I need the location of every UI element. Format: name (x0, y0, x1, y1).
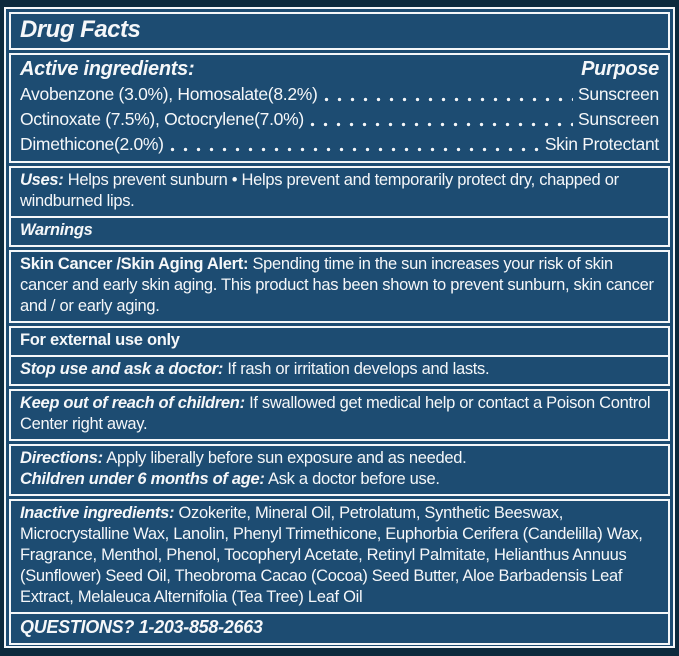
questions-section: QUESTIONS? 1-203-858-2663 (9, 612, 670, 645)
directions-section: Directions: Apply liberally before sun e… (9, 444, 670, 496)
children-paragraph: Children under 6 months of age: Ask a do… (20, 469, 659, 490)
inactive-text: Ozokerite, Mineral Oil, Petrolatum, Synt… (20, 504, 643, 606)
stop-use-text: If rash or irritation develops and lasts… (227, 360, 490, 378)
keep-out-paragraph: Keep out of reach of children: If swallo… (20, 393, 659, 435)
warnings-heading: Warnings (20, 221, 93, 239)
stop-use-paragraph: Stop use and ask a doctor: If rash or ir… (20, 359, 659, 380)
skin-alert-paragraph: Skin Cancer /Skin Aging Alert: Spending … (20, 254, 659, 317)
ingredient-name: Avobenzone (3.0%), Homosalate(8.2%) (20, 84, 318, 104)
active-ingredients-header-row: Active ingredients: Purpose (20, 57, 659, 82)
purpose-heading: Purpose (581, 58, 659, 80)
inactive-ingredients-section: Inactive ingredients: Ozokerite, Mineral… (9, 499, 670, 614)
skin-alert-label: Skin Cancer /Skin Aging Alert: (20, 255, 249, 273)
skin-alert-text: Spending time in the sun increases your … (20, 255, 654, 315)
ingredient-purpose: Sunscreen (578, 109, 659, 129)
stop-use-section: Stop use and ask a doctor: If rash or ir… (9, 355, 670, 386)
external-use-text: For external use only (20, 331, 180, 349)
dot-leader (319, 82, 574, 107)
active-ingredients-heading: Active ingredients: (20, 58, 195, 80)
stop-use-label: Stop use and ask a doctor: (20, 360, 224, 378)
active-ingredients-section: Active ingredients: Purpose Avobenzone (… (9, 53, 670, 163)
directions-text: Apply liberally before sun exposure and … (106, 449, 467, 467)
ingredient-purpose: Sunscreen (578, 84, 659, 104)
ingredient-name: Octinoxate (7.5%), Octocrylene(7.0%) (20, 109, 304, 129)
uses-text: Helps prevent sunburn • Helps prevent an… (20, 171, 619, 210)
warnings-section: Warnings (9, 216, 670, 247)
ingredient-row: Octinoxate (7.5%), Octocrylene(7.0%) Sun… (20, 107, 659, 132)
ingredient-name: Dimethicone(2.0%) (20, 134, 164, 154)
uses-section: Uses: Helps prevent sunburn • Helps prev… (9, 166, 670, 218)
keep-out-label: Keep out of reach of children: (20, 394, 245, 412)
directions-label: Directions: (20, 449, 103, 467)
ingredient-row: Dimethicone(2.0%) Skin Protectant (20, 132, 659, 157)
inactive-label: Inactive ingredients: (20, 504, 175, 522)
inactive-paragraph: Inactive ingredients: Ozokerite, Mineral… (20, 503, 659, 608)
dot-leader (165, 132, 540, 157)
external-use-section: For external use only (9, 326, 670, 357)
title-section: Drug Facts (9, 12, 670, 50)
keep-out-text: If swallowed get medical help or contact… (20, 394, 651, 433)
ingredient-row: Avobenzone (3.0%), Homosalate(8.2%) Suns… (20, 82, 659, 107)
children-label: Children under 6 months of age: (20, 470, 265, 488)
drug-facts-title: Drug Facts (20, 16, 141, 43)
uses-label: Uses: (20, 171, 64, 189)
ingredient-purpose: Skin Protectant (544, 134, 659, 154)
uses-paragraph: Uses: Helps prevent sunburn • Helps prev… (20, 170, 659, 212)
directions-paragraph: Directions: Apply liberally before sun e… (20, 448, 659, 469)
skin-alert-section: Skin Cancer /Skin Aging Alert: Spending … (9, 250, 670, 323)
drug-facts-label: Drug Facts Active ingredients: Purpose A… (4, 7, 675, 648)
children-text: Ask a doctor before use. (268, 470, 440, 488)
keep-out-section: Keep out of reach of children: If swallo… (9, 389, 670, 441)
questions-text: QUESTIONS? 1-203-858-2663 (20, 617, 263, 637)
dot-leader (305, 107, 574, 132)
